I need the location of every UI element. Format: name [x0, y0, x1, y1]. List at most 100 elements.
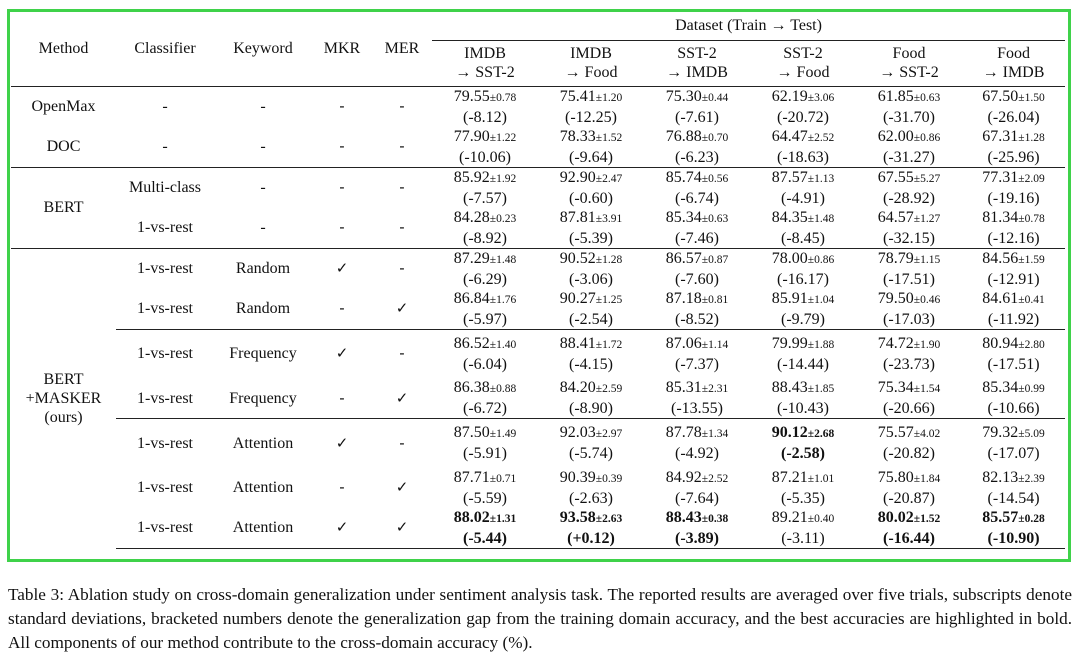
cell-gap: (-23.73)	[883, 355, 935, 373]
classifier-cell: 1-vs-rest	[137, 219, 193, 236]
cell-gap: (-19.16)	[987, 189, 1040, 207]
cell-gap: (-11.92)	[987, 310, 1040, 328]
mer-cell: ✓	[395, 388, 409, 407]
cell-gap: (-16.44)	[883, 529, 935, 547]
cell-value: 92.90±2.47	[559, 168, 623, 186]
cell-gap: (-12.16)	[987, 229, 1040, 247]
result-cell: 84.28±0.23 (-8.92)	[432, 208, 538, 249]
result-cell: 67.55±5.27 (-28.92)	[856, 166, 962, 208]
cell-value: 67.55±5.27	[877, 168, 941, 186]
cell-value: 67.31±1.28	[982, 127, 1045, 145]
cell-gap: (-12.91)	[987, 270, 1040, 288]
result-cell: 81.34±0.78 (-12.16)	[962, 208, 1065, 249]
result-cell: 85.34±0.63 (-7.46)	[644, 208, 750, 249]
result-cell: 85.74±0.56 (-6.74)	[644, 166, 750, 208]
cell-value: 85.34±0.63	[665, 208, 729, 226]
header-col-3: SST-2 → IMDB	[666, 45, 728, 81]
cell-value: 79.50±0.46	[877, 289, 941, 307]
cell-value: 84.56±1.59	[982, 249, 1045, 267]
cell-gap: (-10.90)	[987, 529, 1040, 547]
cell-value: 90.27±1.25	[559, 289, 623, 307]
method-cell: DOC	[46, 138, 81, 155]
classifier-cell: -	[116, 85, 214, 127]
cell-value: 92.03±2.97	[559, 424, 623, 442]
cell-value: 87.78±1.34	[665, 424, 729, 442]
cell-gap: (-20.87)	[883, 489, 935, 507]
cell-value: 87.71±0.71	[453, 468, 517, 486]
keyword-cell: Random	[214, 247, 312, 289]
cell-value: 77.90±1.22	[453, 127, 517, 145]
header-keyword: Keyword	[233, 40, 293, 58]
table-row: 1-vs-rest Attention ✓ ✓ 88.02±1.31 (-5.44) 93.…	[11, 507, 1066, 549]
table-row: BERT Multi-class - - -85.92±1.92 (-7.57) 92.90…	[11, 166, 1066, 248]
cell-value: 78.79±1.15	[877, 249, 941, 267]
cell-gap: (-6.74)	[675, 189, 719, 207]
result-cell: 75.80±1.84 (-20.87)	[856, 468, 962, 508]
mer-cell: -	[372, 328, 432, 378]
cell-value: 85.57±0.28	[982, 508, 1045, 526]
result-cell: 88.43±0.38 (-3.89)	[644, 507, 750, 549]
cell-gap: (-3.89)	[675, 529, 719, 547]
result-cell: 84.35±1.48 (-8.45)	[750, 208, 856, 249]
cell-gap: (-8.90)	[569, 400, 613, 417]
mer-cell: -	[372, 418, 432, 468]
cell-value: 89.21±0.40	[771, 508, 835, 526]
cell-value: 93.58±2.63	[559, 508, 623, 526]
cell-value: 78.00±0.86	[771, 249, 835, 267]
cell-gap: (-12.25)	[565, 108, 617, 126]
result-cell: 78.33±1.52 (-9.64)	[538, 127, 644, 168]
result-cell: 75.30±0.44 (-7.61)	[644, 85, 750, 127]
cell-gap: (-6.23)	[675, 148, 719, 166]
result-cell: 89.21±0.40 (-3.11)	[750, 507, 856, 549]
header-col-2: IMDB → Food	[564, 45, 618, 81]
cell-gap: (-4.92)	[675, 445, 719, 463]
classifier-cell: 1-vs-rest	[137, 479, 193, 496]
header-col-6: Food → IMDB	[982, 45, 1045, 81]
cell-value: 87.57±1.13	[771, 168, 835, 186]
cell-value: 77.31±2.09	[982, 168, 1045, 186]
cell-gap: (-13.55)	[671, 400, 723, 417]
result-cell: 64.47±2.52 (-18.63)	[750, 127, 856, 168]
cell-gap: (-20.72)	[777, 108, 829, 126]
result-cell: 87.78±1.34 (-4.92)	[644, 418, 750, 468]
cell-value: 75.30±0.44	[665, 87, 729, 105]
mkr-cell: ✓	[312, 418, 372, 468]
result-cell: 82.13±2.39 (-14.54)	[962, 468, 1065, 508]
cell-gap: (-25.96)	[987, 148, 1040, 166]
result-cell: 78.79±1.15 (-17.51)	[856, 247, 962, 289]
result-cell: 87.50±1.49 (-5.91)	[432, 418, 538, 468]
mkr-cell: ✓	[312, 328, 372, 378]
cell-value: 64.47±2.52	[771, 127, 835, 145]
result-cell: 85.92±1.92 (-7.57)	[432, 166, 538, 208]
cell-gap: (-7.64)	[675, 489, 719, 507]
keyword-cell: Random	[235, 300, 291, 317]
header-col-5: Food → SST-2	[879, 45, 939, 81]
cell-value: 74.72±1.90	[877, 334, 941, 352]
result-cell: 61.85±0.63 (-31.70)	[856, 85, 962, 127]
cell-value: 87.50±1.49	[453, 424, 517, 442]
result-cell: 62.00±0.86 (-31.27)	[856, 127, 962, 168]
keyword-cell: Attention	[214, 507, 312, 549]
cell-gap: (-32.15)	[883, 229, 935, 247]
cell-value: 80.02±1.52	[877, 508, 941, 526]
cell-gap: (-5.74)	[569, 445, 613, 463]
mkr-cell: -	[312, 85, 372, 127]
cell-value: 86.84±1.76	[453, 289, 517, 307]
cell-value: 85.74±0.56	[665, 168, 729, 186]
cell-value: 86.57±0.87	[665, 249, 729, 267]
result-cell: 84.20±2.59 (-8.90)	[538, 378, 644, 419]
mer-cell: -	[372, 166, 432, 208]
cell-gap: (-9.64)	[569, 148, 613, 166]
cell-value: 84.28±0.23	[453, 208, 517, 226]
cell-gap: (-4.15)	[569, 355, 613, 373]
table-row: BERT +MASKER (ours) 1-vs-rest Random ✓ -87.29±…	[11, 247, 1066, 548]
result-cell: 80.02±1.52 (-16.44)	[856, 507, 962, 549]
cell-value: 86.38±0.88	[453, 379, 517, 396]
cell-gap: (-0.60)	[569, 189, 613, 207]
mer-cell: ✓	[395, 478, 409, 496]
cell-value: 80.94±2.80	[982, 334, 1045, 352]
result-cell: 75.57±4.02 (-20.82)	[856, 418, 962, 468]
cell-gap: (-17.03)	[883, 310, 935, 328]
mer-cell: -	[399, 218, 405, 236]
header-method: Method	[38, 40, 89, 58]
